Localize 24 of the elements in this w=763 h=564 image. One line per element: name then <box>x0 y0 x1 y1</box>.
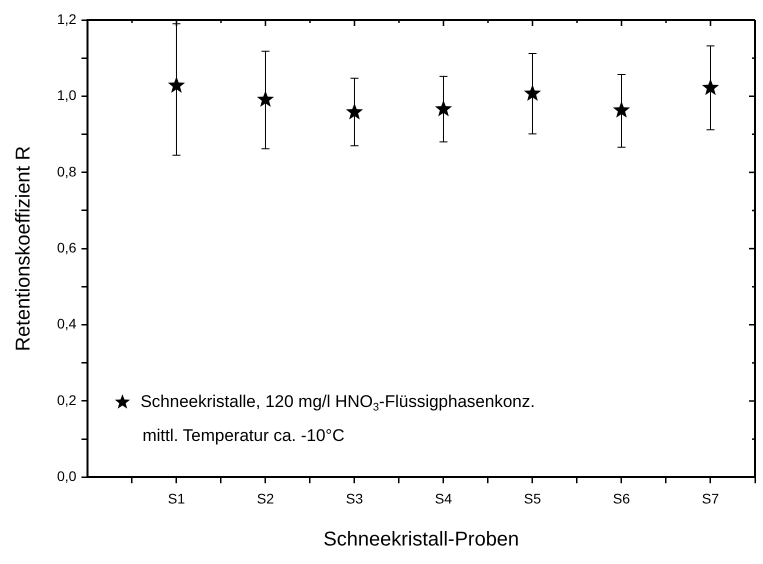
x-tick-label: S7 <box>702 490 720 506</box>
y-tick-label: 0,6 <box>56 239 77 256</box>
x-tick-label: S1 <box>168 490 186 506</box>
y-tick-label: 1,2 <box>56 10 77 27</box>
y-tick-label: 0,4 <box>56 316 77 332</box>
point <box>256 90 274 107</box>
point <box>702 78 720 96</box>
y-tick-label: 0,8 <box>56 163 77 180</box>
y-tick-label: 0,2 <box>56 392 77 408</box>
point <box>434 100 452 116</box>
x-axis-title: Schneekristall-Proben <box>323 528 520 551</box>
x-tick-label: S3 <box>346 490 364 506</box>
x-tick-label: S2 <box>256 490 274 506</box>
y-tick-label: 0,0 <box>56 468 77 484</box>
y-axis-title: Retentionskoeffizient R <box>12 146 35 352</box>
point <box>612 101 630 118</box>
x-tick-label: S5 <box>524 490 542 506</box>
point <box>346 103 364 120</box>
point <box>168 76 186 93</box>
annotation: mittl. Temperatur ca. -10°C <box>142 426 345 445</box>
y-tick-label: 1,0 <box>56 87 77 104</box>
x-tick-label: S6 <box>612 490 630 506</box>
x-tick-label: S4 <box>434 490 452 506</box>
point <box>524 84 542 101</box>
